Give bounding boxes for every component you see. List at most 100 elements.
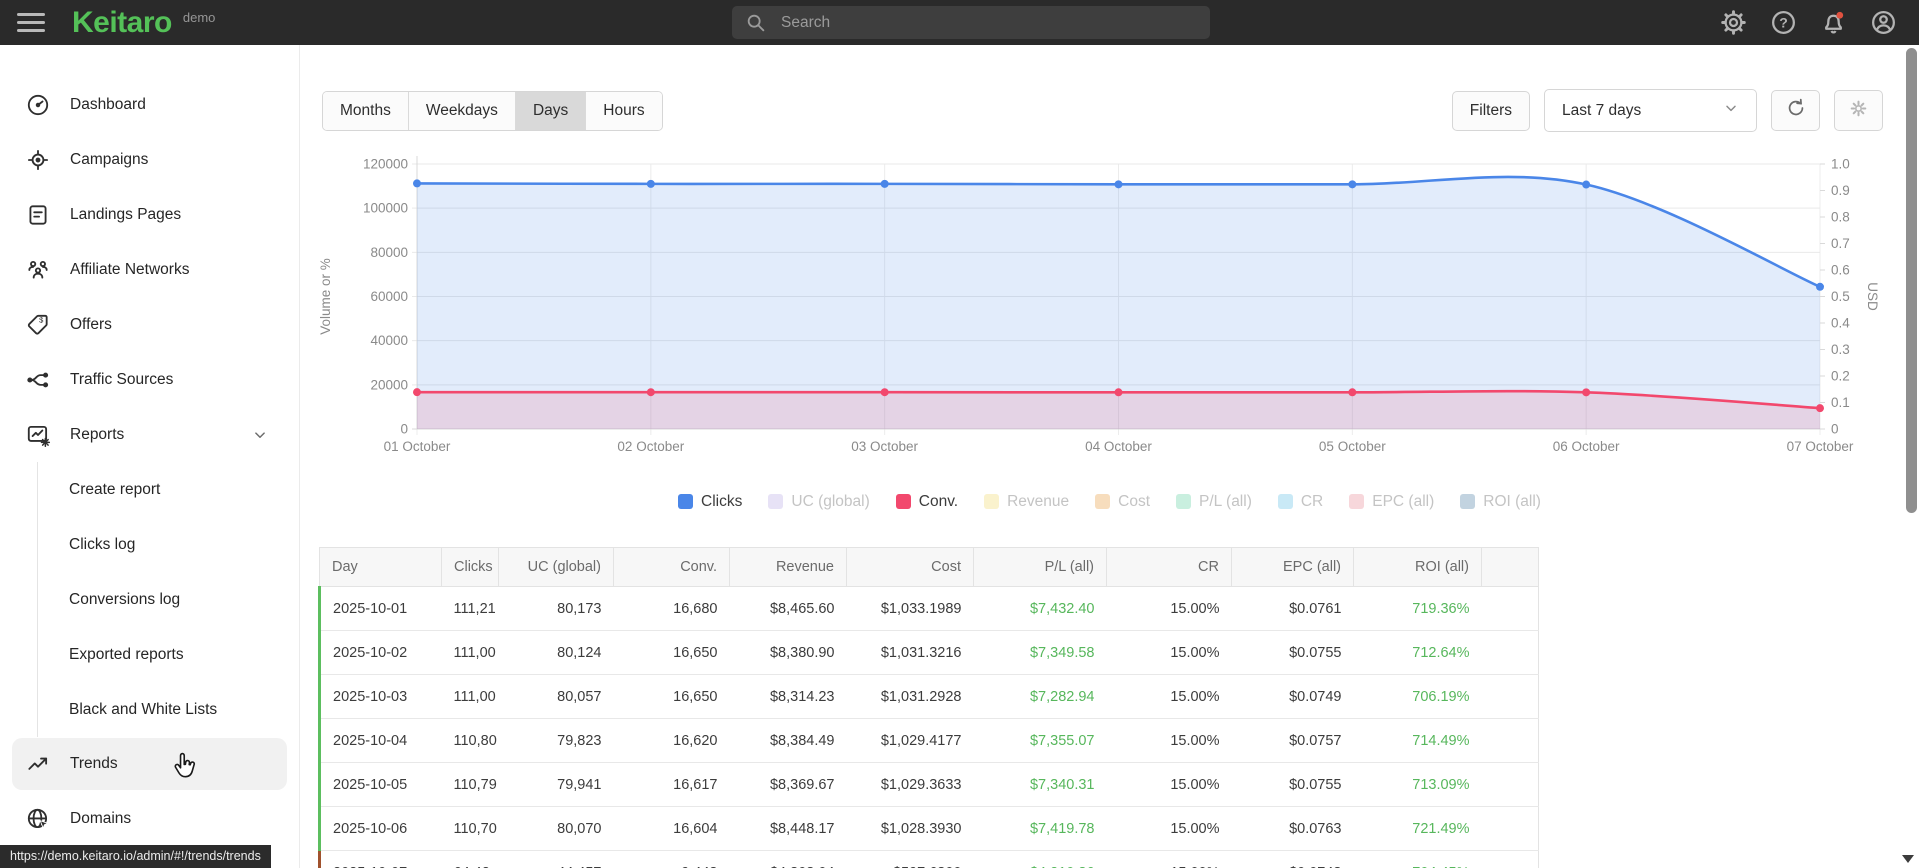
col-header-uc-global: UC (global) xyxy=(498,547,614,587)
cell-p-l-all: $7,340.31 xyxy=(973,762,1107,807)
cell-cr: 15.00% xyxy=(1106,674,1232,719)
cell-epc-all: $0.0755 xyxy=(1231,630,1354,675)
tab-days[interactable]: Days xyxy=(515,91,587,130)
cell-cr: 15.00% xyxy=(1106,586,1232,631)
legend-label: EPC (all) xyxy=(1372,492,1435,510)
legend-item-cr[interactable]: CR xyxy=(1277,492,1324,511)
legend-item-uc-global[interactable]: UC (global) xyxy=(768,492,870,511)
sidebar-item-label: Offers xyxy=(70,315,112,333)
sidebar-item-dashboard[interactable]: Dashboard xyxy=(0,77,299,132)
chevron-down-icon xyxy=(1723,100,1739,121)
cell-conv: 16,680 xyxy=(613,586,730,631)
sidebar-item-landings-pages[interactable]: Landings Pages xyxy=(0,187,299,242)
legend-item-cost[interactable]: Cost xyxy=(1095,493,1150,511)
chevron-down-icon[interactable] xyxy=(251,426,269,444)
help-icon[interactable]: ? xyxy=(1770,9,1797,36)
filters-button[interactable]: Filters xyxy=(1451,90,1530,131)
svg-text:06 October: 06 October xyxy=(1553,439,1620,454)
chart-settings-button[interactable] xyxy=(1834,90,1883,131)
table-row: 2025-10-02 111,00 80,124 16,650 $8,380.90 $1,… xyxy=(318,630,1539,675)
traffic-icon xyxy=(25,367,51,393)
landings-icon xyxy=(25,202,51,228)
sidebar-item-reports[interactable]: Reports xyxy=(0,407,299,462)
svg-text:80000: 80000 xyxy=(370,245,408,260)
cell-roi-all: 713.09% xyxy=(1353,762,1482,807)
tab-hours[interactable]: Hours xyxy=(586,91,662,130)
legend-item-p-l-all[interactable]: P/L (all) xyxy=(1176,493,1252,511)
sidebar-item-trends[interactable]: Trends xyxy=(12,738,287,790)
legend-swatch xyxy=(768,494,784,509)
search-box xyxy=(732,6,1210,39)
tab-months[interactable]: Months xyxy=(323,91,409,130)
svg-text:0.3: 0.3 xyxy=(1831,342,1850,357)
svg-text:120000: 120000 xyxy=(363,157,408,172)
sidebar-item-traffic-sources[interactable]: Traffic Sources xyxy=(0,352,299,407)
scrollbar-down-arrow[interactable] xyxy=(1902,855,1914,863)
cell-roi-all: 706.19% xyxy=(1353,674,1482,719)
date-range-select[interactable]: Last 7 days xyxy=(1544,89,1757,132)
hamburger-menu-icon[interactable] xyxy=(17,13,45,32)
legend-item-roi-all[interactable]: ROI (all) xyxy=(1460,493,1541,511)
cell-cost: $1,029.4177 xyxy=(846,718,974,763)
svg-text:07 October: 07 October xyxy=(1787,439,1854,454)
status-bar-url: https://demo.keitaro.io/admin/#!/trends/… xyxy=(0,845,271,868)
cell-uc-global: 79,941 xyxy=(498,762,614,807)
cell-day: 2025-10-02 xyxy=(318,630,442,675)
sidebar-subitem-exported-reports[interactable]: Exported reports xyxy=(69,645,184,663)
legend-item-revenue[interactable]: Revenue xyxy=(984,493,1069,511)
search-input[interactable] xyxy=(779,12,1183,33)
legend-item-conv[interactable]: Conv. xyxy=(895,493,958,511)
cell-clicks: 110,70 xyxy=(441,806,499,851)
table-row: 2025-10-01 111,21 80,173 16,680 $8,465.60 $1,… xyxy=(318,586,1539,631)
legend-label: CR xyxy=(1300,492,1324,510)
legend-item-clicks[interactable]: Clicks xyxy=(678,493,742,511)
trends-chart: 01 October 02 October 03 October 04 October… xyxy=(300,142,1919,477)
sidebar-subitem-clicks-log[interactable]: Clicks log xyxy=(69,535,136,553)
cell-day: 2025-10-01 xyxy=(318,586,442,631)
cell-p-l-all: $7,355.07 xyxy=(973,718,1107,763)
svg-text:USD: USD xyxy=(1865,282,1880,311)
cell-roi-all: 712.64% xyxy=(1353,630,1482,675)
svg-text:0: 0 xyxy=(1831,422,1839,437)
account-icon[interactable] xyxy=(1870,9,1897,36)
cell-filler xyxy=(1481,630,1539,675)
sidebar-nav: Dashboard Campaigns Landings Pages Affiliat… xyxy=(0,45,300,868)
svg-text:03 October: 03 October xyxy=(851,439,918,454)
svg-text:0.2: 0.2 xyxy=(1831,369,1850,384)
tab-weekdays[interactable]: Weekdays xyxy=(408,91,516,130)
cell-conv: 16,617 xyxy=(613,762,730,807)
sidebar-subitem-conversions-log[interactable]: Conversions log xyxy=(69,590,181,608)
notifications-icon[interactable] xyxy=(1820,9,1847,36)
sidebar-item-domains[interactable]: Domains xyxy=(0,791,299,846)
table-row: 2025-10-06 110,70 80,070 16,604 $8,448.17 $1,… xyxy=(318,806,1539,851)
legend-item-epc-all[interactable]: EPC (all) xyxy=(1349,493,1434,511)
cell-revenue: $8,384.49 xyxy=(729,718,847,763)
svg-text:0.8: 0.8 xyxy=(1831,210,1850,225)
cell-uc-global: 80,124 xyxy=(498,630,614,675)
cell-clicks: 110,79 xyxy=(441,762,499,807)
cell-filler xyxy=(1481,850,1539,868)
svg-text:0.4: 0.4 xyxy=(1831,316,1850,331)
refresh-button[interactable] xyxy=(1771,90,1820,131)
brand-logo[interactable]: Keitaro xyxy=(72,5,172,39)
settings-icon[interactable] xyxy=(1720,9,1747,36)
col-header-cost: Cost xyxy=(846,547,974,587)
legend-label: Revenue xyxy=(1007,492,1070,510)
sidebar-item-campaigns[interactable]: Campaigns xyxy=(0,132,299,187)
legend-swatch xyxy=(1095,494,1111,509)
cell-conv: 16,650 xyxy=(613,674,730,719)
sidebar-item-label: Dashboard xyxy=(70,95,146,113)
cell-day: 2025-10-04 xyxy=(318,718,442,763)
cell-roi-all: 714.49% xyxy=(1353,718,1482,763)
cell-conv: 9,443 xyxy=(613,850,730,868)
chart-legend: Clicks UC (global) Conv. Revenue Cost P/L (al… xyxy=(300,491,1919,512)
report-toolbar: Months Weekdays Days Hours Filters Last 7 d… xyxy=(322,89,1883,132)
legend-label: UC (global) xyxy=(791,492,870,510)
sidebar-item-affiliate-networks[interactable]: Affiliate Networks xyxy=(0,242,299,297)
sidebar-subitem-create-report[interactable]: Create report xyxy=(69,480,161,498)
scrollbar-thumb[interactable] xyxy=(1906,48,1917,513)
cell-uc-global: 44,457 xyxy=(498,850,614,868)
sidebar-item-offers[interactable]: $ Offers xyxy=(0,297,299,352)
cell-roi-all: 719.36% xyxy=(1353,586,1482,631)
sidebar-subitem-black-and-white-lists[interactable]: Black and White Lists xyxy=(69,700,218,718)
